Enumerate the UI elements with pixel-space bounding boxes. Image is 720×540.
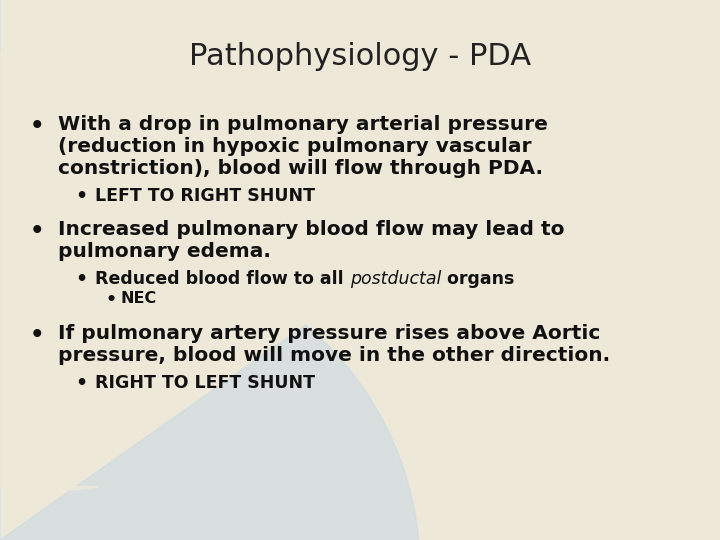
- Text: LEFT TO RIGHT SHUNT: LEFT TO RIGHT SHUNT: [95, 187, 315, 205]
- Text: postductal: postductal: [350, 270, 441, 288]
- Polygon shape: [0, 325, 420, 540]
- Text: Increased pulmonary blood flow may lead to: Increased pulmonary blood flow may lead …: [58, 220, 564, 239]
- Text: •: •: [30, 324, 45, 347]
- Polygon shape: [0, 0, 60, 540]
- Text: RIGHT TO LEFT SHUNT: RIGHT TO LEFT SHUNT: [95, 374, 315, 392]
- Text: NEC: NEC: [120, 291, 156, 306]
- Text: (reduction in hypoxic pulmonary vascular: (reduction in hypoxic pulmonary vascular: [58, 137, 531, 156]
- Text: organs: organs: [441, 270, 514, 288]
- Text: constriction), blood will flow through PDA.: constriction), blood will flow through P…: [58, 159, 543, 178]
- Text: •: •: [105, 291, 116, 309]
- Polygon shape: [0, 0, 60, 540]
- Text: •: •: [30, 115, 45, 138]
- Text: Reduced blood flow to all: Reduced blood flow to all: [95, 270, 350, 288]
- Text: pressure, blood will move in the other direction.: pressure, blood will move in the other d…: [58, 346, 610, 365]
- Text: If pulmonary artery pressure rises above Aortic: If pulmonary artery pressure rises above…: [58, 324, 600, 343]
- Text: pulmonary edema.: pulmonary edema.: [58, 242, 271, 261]
- Text: •: •: [30, 220, 45, 243]
- Text: •: •: [75, 187, 87, 206]
- Text: •: •: [75, 270, 87, 289]
- Text: With a drop in pulmonary arterial pressure: With a drop in pulmonary arterial pressu…: [58, 115, 548, 134]
- Polygon shape: [0, 50, 98, 490]
- Text: Pathophysiology - PDA: Pathophysiology - PDA: [189, 42, 531, 71]
- Text: •: •: [75, 374, 87, 393]
